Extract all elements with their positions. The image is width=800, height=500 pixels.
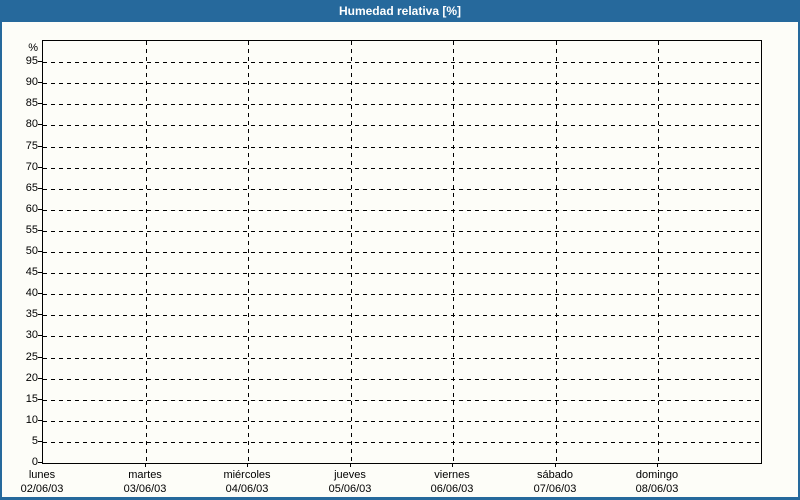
y-tick-mark (38, 251, 42, 252)
x-tick-mark (350, 463, 351, 467)
y-tick-mark (38, 399, 42, 400)
h-gridline (43, 231, 761, 232)
y-axis-tick-label: 10 (25, 414, 38, 426)
h-gridline (43, 336, 761, 337)
x-axis-day-label: sábado (536, 469, 574, 481)
y-tick-mark (38, 230, 42, 231)
h-gridline (43, 210, 761, 211)
h-gridline (43, 147, 761, 148)
y-tick-mark (38, 61, 42, 62)
y-axis-tick-label: 30 (25, 329, 38, 341)
h-gridline (43, 315, 761, 316)
y-axis-tick-label: 25 (25, 351, 38, 363)
y-tick-mark (38, 357, 42, 358)
y-axis-tick-label: 5 (31, 435, 38, 447)
y-tick-mark (38, 103, 42, 104)
h-gridline (43, 421, 761, 422)
chart-area: % 0 5 10 15 20 25 30 35 40 45 50 55 60 65 70 75 80 85 90 95… (2, 22, 798, 497)
x-axis-day-label: lunes (28, 469, 56, 481)
x-tick-mark (452, 463, 453, 467)
h-gridline (43, 62, 761, 63)
x-axis-day-label: domingo (635, 469, 679, 481)
h-gridline (43, 358, 761, 359)
chart-title: Humedad relativa [%] (338, 4, 462, 18)
y-axis-tick-label: 80 (25, 118, 38, 130)
x-axis-category-label: martes 03/06/03 (93, 468, 197, 496)
y-tick-mark (38, 335, 42, 336)
x-axis-date-label: 06/06/03 (430, 483, 474, 495)
y-axis-tick-label: 60 (25, 203, 38, 215)
x-axis-date-label: 05/06/03 (328, 483, 372, 495)
x-axis-day-label: miércoles (223, 469, 271, 481)
v-gridline (351, 41, 352, 463)
h-gridline (43, 442, 761, 443)
h-gridline (43, 104, 761, 105)
x-axis-category-label: viernes 06/06/03 (400, 468, 504, 496)
y-tick-mark (38, 314, 42, 315)
v-gridline (453, 41, 454, 463)
x-axis-day-label: viernes (434, 469, 470, 481)
y-axis-tick-label: 95 (25, 55, 38, 67)
y-tick-mark (38, 272, 42, 273)
v-gridline (658, 41, 659, 463)
y-tick-mark (38, 124, 42, 125)
x-axis-date-label: 02/06/03 (20, 483, 64, 495)
y-axis-tick-label: 75 (25, 140, 38, 152)
h-gridline (43, 189, 761, 190)
y-axis-tick-label: 90 (25, 76, 38, 88)
h-gridline (43, 252, 761, 253)
x-axis-category-label: sábado 07/06/03 (503, 468, 607, 496)
y-tick-mark (38, 462, 42, 463)
y-axis-unit-label: % (28, 42, 38, 54)
x-axis-category-label: domingo 08/06/03 (605, 468, 709, 496)
y-tick-mark (38, 378, 42, 379)
h-gridline (43, 294, 761, 295)
x-axis-category-label: miércoles 04/06/03 (195, 468, 299, 496)
window-title-bar: Humedad relativa [%] (0, 0, 800, 22)
x-tick-mark (247, 463, 248, 467)
x-axis-category-label: jueves 05/06/03 (298, 468, 402, 496)
y-tick-mark (38, 167, 42, 168)
x-tick-mark (145, 463, 146, 467)
x-axis-day-label: jueves (334, 469, 366, 481)
y-tick-mark (38, 146, 42, 147)
x-axis-date-label: 08/06/03 (635, 483, 679, 495)
h-gridline (43, 83, 761, 84)
y-tick-mark (38, 293, 42, 294)
y-axis-tick-label: 0 (31, 456, 38, 468)
h-gridline (43, 125, 761, 126)
y-axis-tick-label: 45 (25, 266, 38, 278)
y-tick-mark (38, 82, 42, 83)
x-axis-day-label: martes (128, 469, 162, 481)
y-axis-tick-label: 85 (25, 97, 38, 109)
x-axis-category-label: lunes 02/06/03 (0, 468, 94, 496)
y-axis-tick-label: 70 (25, 161, 38, 173)
y-axis-tick-label: 15 (25, 393, 38, 405)
y-axis-tick-label: 35 (25, 308, 38, 320)
y-axis-tick-label: 65 (25, 182, 38, 194)
h-gridline (43, 168, 761, 169)
y-axis-tick-label: 50 (25, 245, 38, 257)
v-gridline (248, 41, 249, 463)
y-axis-tick-label: 55 (25, 224, 38, 236)
h-gridline (43, 273, 761, 274)
x-axis-date-label: 04/06/03 (225, 483, 269, 495)
x-tick-mark (657, 463, 658, 467)
x-tick-mark (555, 463, 556, 467)
y-tick-mark (38, 420, 42, 421)
x-axis-date-label: 03/06/03 (123, 483, 167, 495)
y-tick-mark (38, 209, 42, 210)
h-gridline (43, 400, 761, 401)
plot-area (42, 40, 762, 464)
y-axis-tick-label: 40 (25, 287, 38, 299)
h-gridline (43, 379, 761, 380)
y-tick-mark (38, 188, 42, 189)
x-axis-date-label: 07/06/03 (533, 483, 577, 495)
v-gridline (146, 41, 147, 463)
y-axis-tick-label: 20 (25, 372, 38, 384)
y-tick-mark (38, 441, 42, 442)
v-gridline (556, 41, 557, 463)
